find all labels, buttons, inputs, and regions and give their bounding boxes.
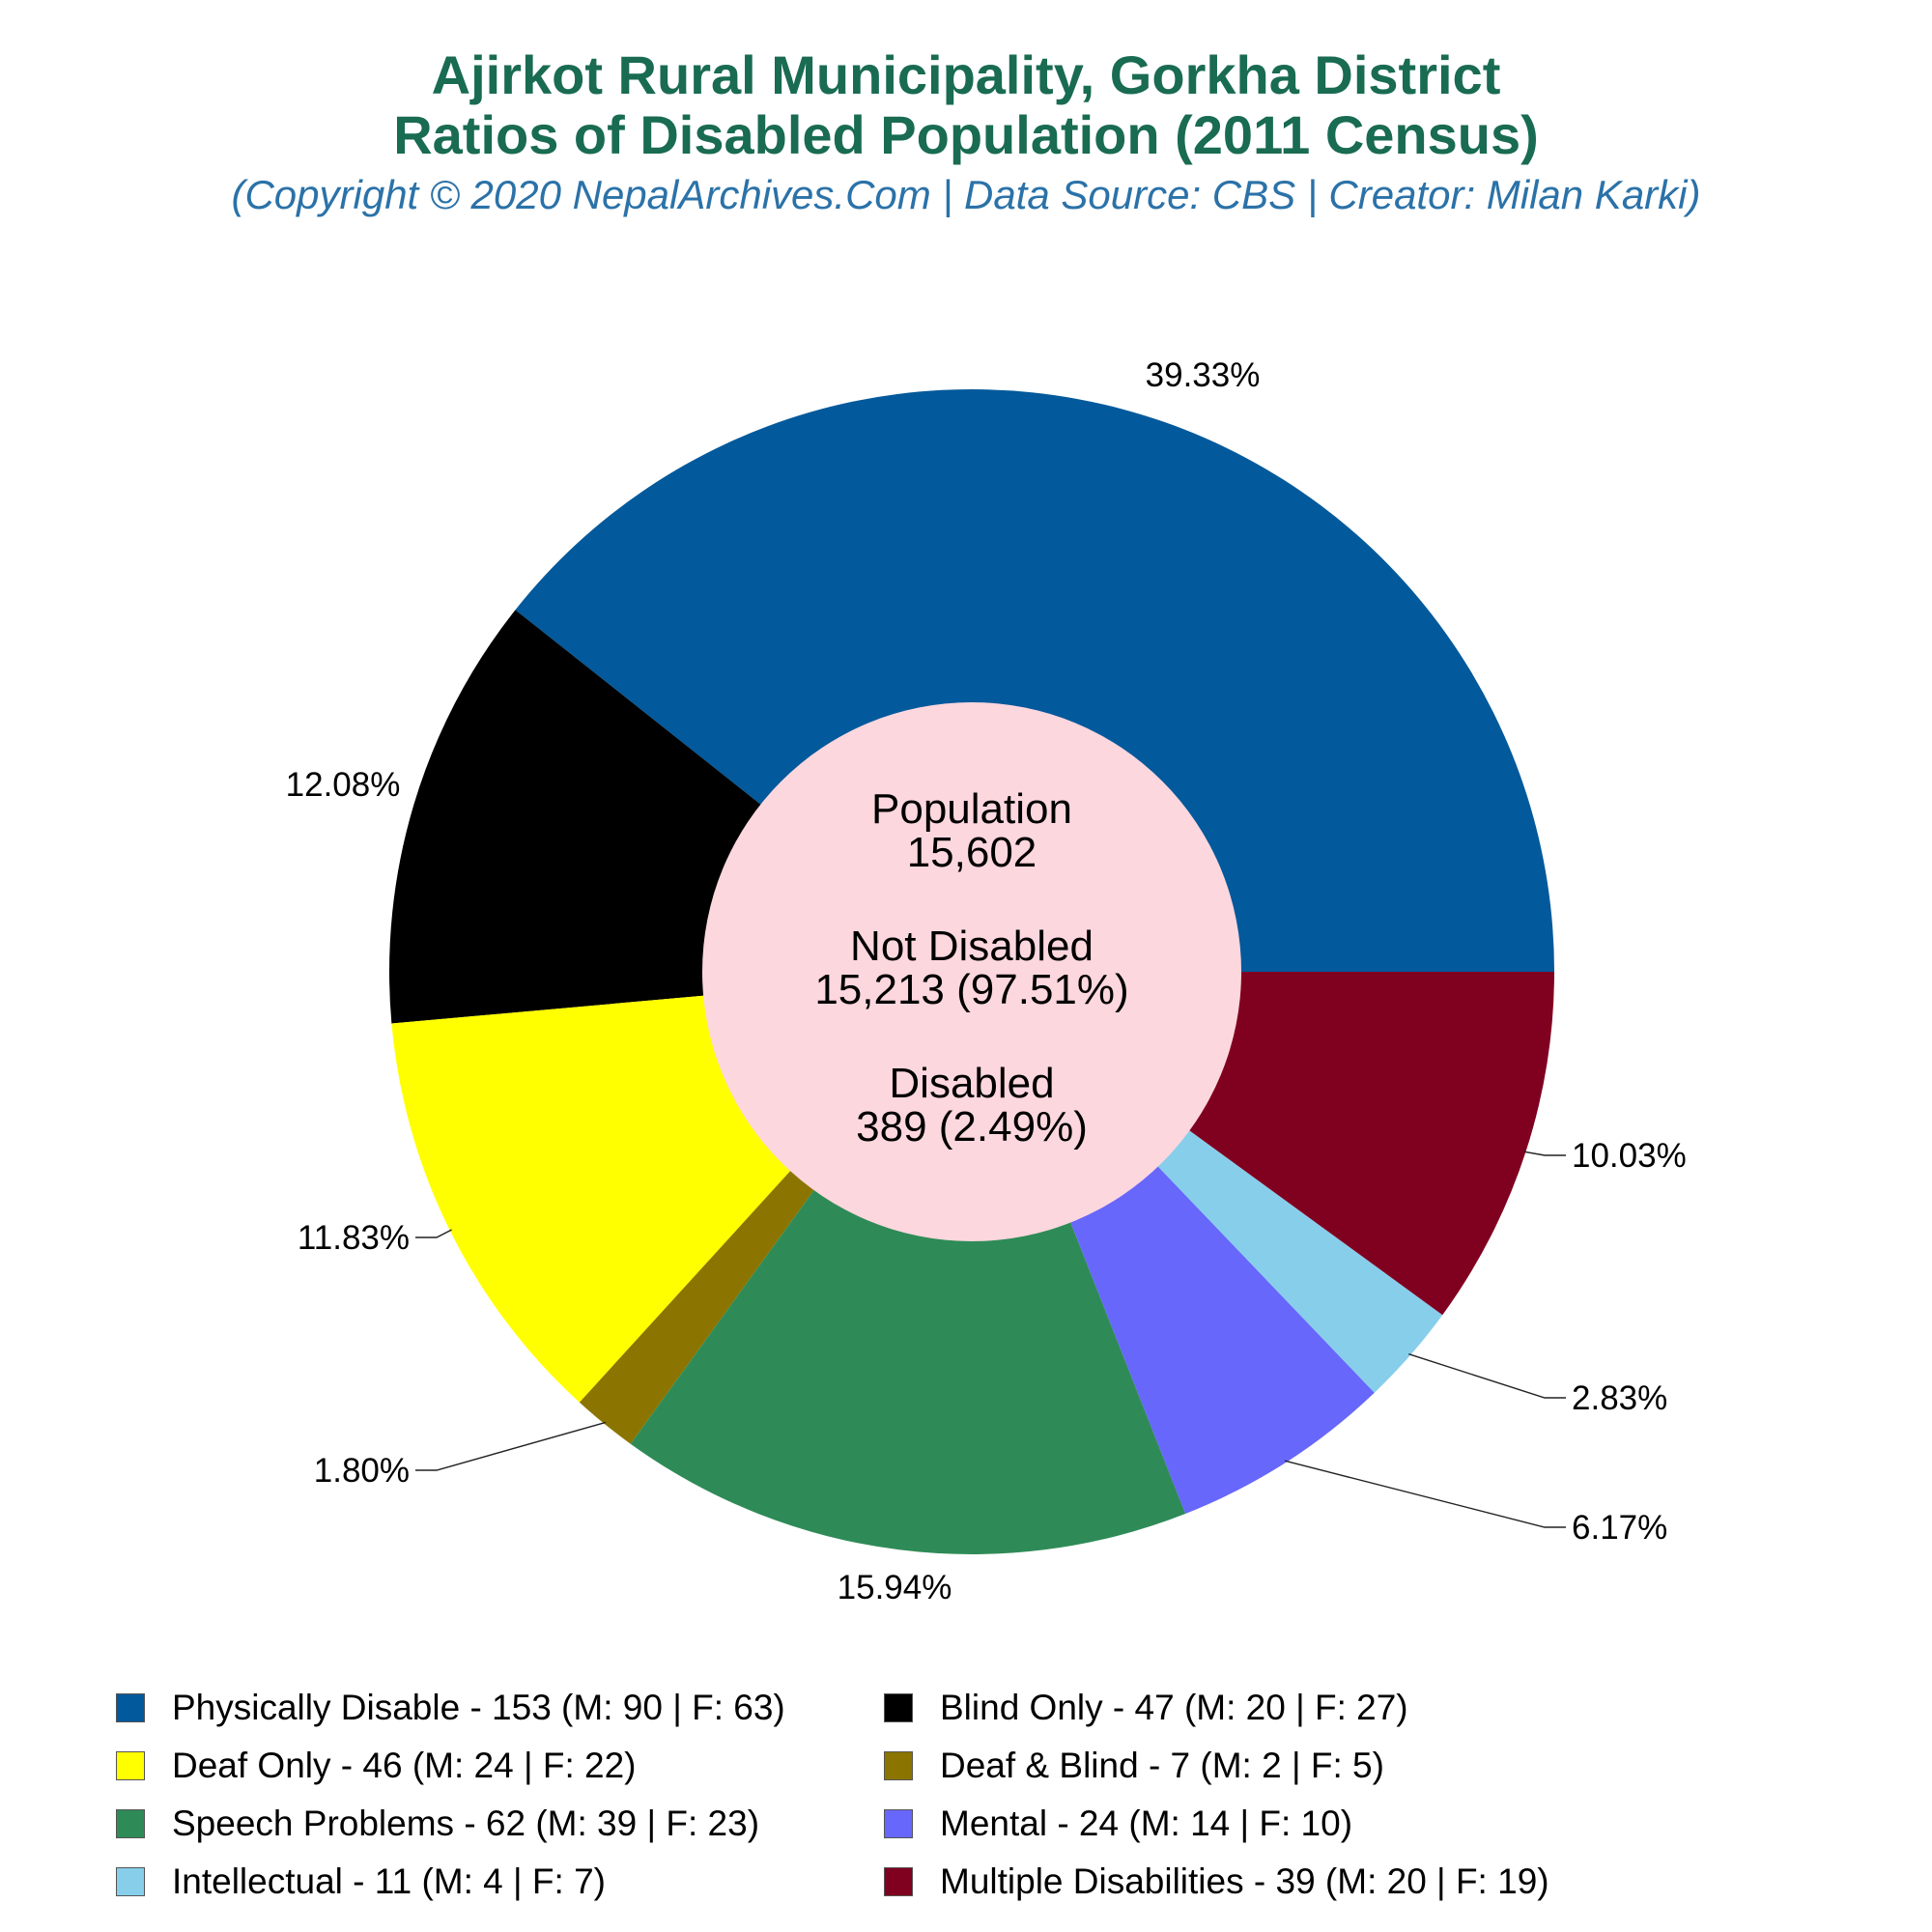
legend-label: Mental - 24 (M: 14 | F: 10) xyxy=(940,1804,1353,1843)
legend-label: Deaf Only - 46 (M: 24 | F: 22) xyxy=(172,1746,637,1785)
legend-label: Deaf & Blind - 7 (M: 2 | F: 5) xyxy=(940,1746,1384,1785)
center-disabled-value: 389 (2.49%) xyxy=(856,1103,1088,1151)
legend-item: Multiple Disabilities - 39 (M: 20 | F: 1… xyxy=(884,1853,1753,1911)
legend-item: Deaf Only - 46 (M: 24 | F: 22) xyxy=(116,1737,884,1795)
slice-percent-label: 39.33% xyxy=(1146,356,1261,394)
legend-swatch xyxy=(884,1867,913,1896)
center-disabled-label: Disabled xyxy=(889,1060,1054,1107)
slice-percent-label: 6.17% xyxy=(1572,1509,1667,1547)
legend-item: Speech Problems - 62 (M: 39 | F: 23) xyxy=(116,1795,884,1853)
legend-swatch xyxy=(116,1693,145,1722)
leader-lines-layer xyxy=(415,1151,1566,1528)
leader-line xyxy=(1408,1353,1566,1399)
legend-item: Mental - 24 (M: 14 | F: 10) xyxy=(884,1795,1753,1853)
legend-swatch xyxy=(116,1751,145,1780)
legend-item: Deaf & Blind - 7 (M: 2 | F: 5) xyxy=(884,1737,1753,1795)
slice-percent-label: 15.94% xyxy=(838,1569,952,1606)
center-not-disabled-label: Not Disabled xyxy=(850,923,1094,970)
center-hole xyxy=(702,702,1241,1241)
leader-line xyxy=(415,1421,607,1471)
legend-label: Intellectual - 11 (M: 4 | F: 7) xyxy=(172,1861,606,1901)
legend-label: Multiple Disabilities - 39 (M: 20 | F: 1… xyxy=(940,1861,1549,1901)
slice-speech-problems xyxy=(630,972,1186,1554)
chart-subtitle: (Copyright © 2020 NepalArchives.Com | Da… xyxy=(231,172,1701,217)
chart-title-line-1: Ajirkot Rural Municipality, Gorkha Distr… xyxy=(431,44,1501,105)
slice-percent-label: 12.08% xyxy=(286,766,401,804)
slice-percent-label: 1.80% xyxy=(314,1452,410,1490)
legend-item: Physically Disable - 153 (M: 90 | F: 63) xyxy=(116,1679,884,1737)
legend-label: Speech Problems - 62 (M: 39 | F: 23) xyxy=(172,1804,760,1843)
legend: Physically Disable - 153 (M: 90 | F: 63)… xyxy=(116,1679,1855,1911)
chart-title-line-2: Ratios of Disabled Population (2011 Cens… xyxy=(393,104,1539,165)
slice-physically-disable xyxy=(515,388,1554,972)
leader-line xyxy=(1284,1460,1566,1528)
center-summary: Population 15,602 Not Disabled 15,213 (9… xyxy=(814,785,1128,1151)
legend-swatch xyxy=(116,1809,145,1838)
leader-line xyxy=(1523,1151,1566,1156)
legend-swatch xyxy=(884,1693,913,1722)
center-population-value: 15,602 xyxy=(907,829,1037,876)
slice-percent-label: 10.03% xyxy=(1572,1137,1687,1175)
slice-percent-label: 2.83% xyxy=(1572,1379,1667,1417)
slice-percent-label: 11.83% xyxy=(298,1219,410,1257)
legend-item: Intellectual - 11 (M: 4 | F: 7) xyxy=(116,1853,884,1911)
center-not-disabled-value: 15,213 (97.51%) xyxy=(814,966,1128,1013)
slice-labels-layer: 39.33% 12.08% 11.83% 1.80% 15.94% 6.17% 2.83% 1… xyxy=(286,356,1687,1606)
legend-label: Physically Disable - 153 (M: 90 | F: 63) xyxy=(172,1688,785,1727)
legend-swatch xyxy=(116,1867,145,1896)
legend-item: Blind Only - 47 (M: 20 | F: 27) xyxy=(884,1679,1753,1737)
legend-swatch xyxy=(884,1809,913,1838)
legend-label: Blind Only - 47 (M: 20 | F: 27) xyxy=(940,1688,1408,1727)
leader-line xyxy=(415,1229,452,1238)
center-population-label: Population xyxy=(871,785,1072,833)
legend-swatch xyxy=(884,1751,913,1780)
